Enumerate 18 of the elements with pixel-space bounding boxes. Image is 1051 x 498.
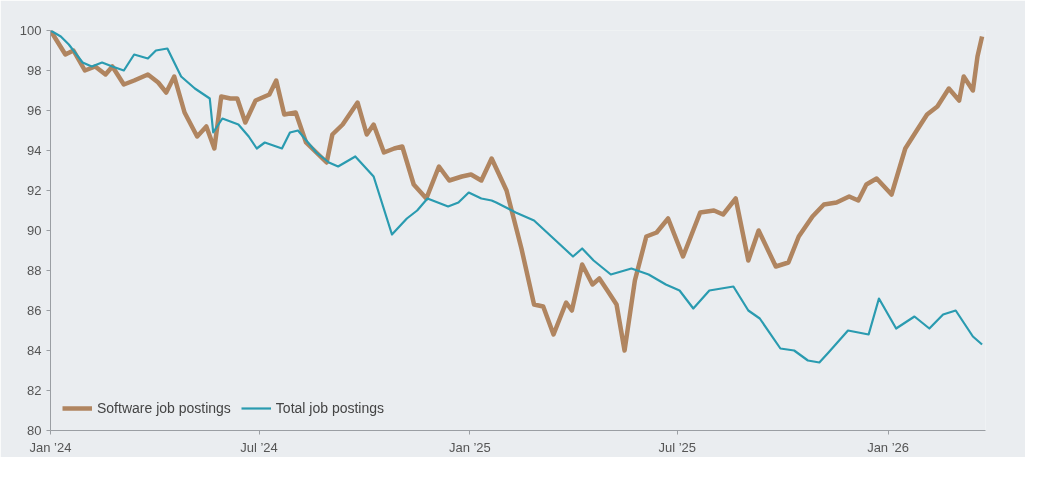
y-tick-label: 84 (27, 343, 42, 358)
y-tick-label: 80 (27, 423, 42, 438)
y-tick-label: 100 (19, 23, 42, 38)
legend-label: Software job postings (97, 400, 231, 416)
x-tick-label: Jan ’24 (29, 439, 72, 455)
y-tick-label: 92 (27, 183, 42, 198)
y-tick-label: 98 (27, 63, 42, 78)
y-tick-label: 94 (27, 143, 42, 158)
y-tick-label: 82 (27, 383, 42, 398)
x-tick-label: Jan ’26 (867, 439, 910, 455)
x-tick-label: Jan ’25 (448, 439, 491, 455)
y-tick-label: 88 (27, 263, 42, 278)
y-tick-label: 86 (27, 303, 42, 318)
legend-label: Total job postings (275, 400, 385, 416)
y-tick-label: 90 (27, 223, 42, 238)
x-tick-label: Jul ’24 (240, 439, 278, 455)
x-tick-label: Jul ’25 (658, 439, 697, 455)
y-tick-label: 96 (27, 103, 42, 118)
